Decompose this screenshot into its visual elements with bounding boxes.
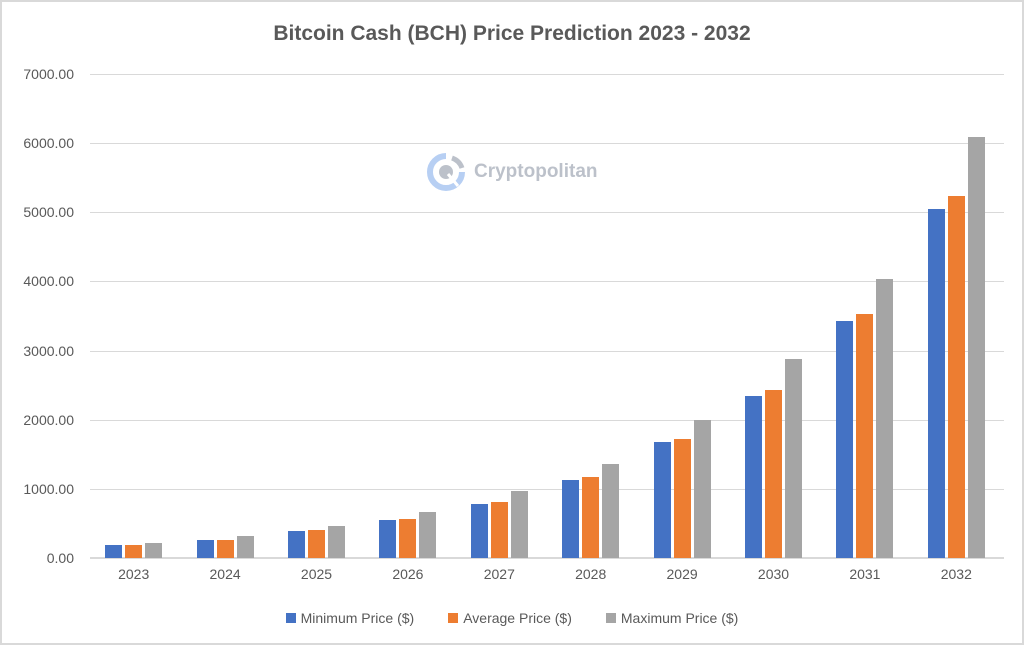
bar — [673, 439, 691, 558]
legend-item: Average Price ($) — [448, 610, 572, 626]
bar — [236, 536, 254, 558]
bar — [653, 442, 671, 558]
gridline — [90, 212, 1004, 214]
bar — [510, 491, 528, 558]
legend: Minimum Price ($) Average Price ($) Maximu… — [2, 610, 1022, 626]
y-tick-label: 7000.00 — [23, 66, 74, 82]
bar — [602, 464, 620, 558]
x-tick-label: 2028 — [575, 566, 607, 582]
bar — [216, 539, 234, 558]
bar — [196, 539, 214, 558]
cryptopolitan-logo-icon — [427, 153, 465, 191]
bar — [288, 531, 305, 558]
legend-swatch-icon — [285, 613, 296, 623]
y-tick-label: 3000.00 — [23, 342, 74, 359]
y-tick-label: 1000.00 — [23, 480, 74, 497]
x-tick-label: 2023 — [118, 566, 150, 582]
gridline — [90, 74, 1004, 75]
bar — [693, 420, 711, 558]
gridline — [90, 281, 1004, 283]
watermark: Cryptopolitan — [426, 152, 598, 192]
bar — [785, 359, 802, 558]
bar — [745, 396, 762, 558]
y-tick-label: 4000.00 — [23, 273, 74, 290]
bar — [582, 477, 600, 558]
legend-label: Maximum Price ($) — [620, 610, 739, 626]
gridline — [90, 143, 1004, 145]
bar — [328, 526, 345, 558]
y-tick-label: 2000.00 — [23, 411, 74, 428]
bar — [765, 390, 782, 558]
bar — [105, 545, 123, 558]
bar — [967, 137, 985, 558]
bar — [490, 502, 508, 558]
bar — [419, 512, 437, 558]
bar — [947, 196, 965, 558]
legend-item: Maximum Price ($) — [605, 610, 739, 626]
legend-label: Average Price ($) — [463, 610, 572, 626]
bar — [399, 518, 417, 558]
bar — [125, 545, 143, 558]
bar — [856, 313, 874, 558]
bar — [470, 504, 488, 558]
gridline — [90, 350, 1004, 352]
x-tick-label: 2029 — [666, 566, 698, 582]
legend-swatch-icon — [448, 613, 459, 623]
y-tick-label: 0.00 — [46, 550, 74, 566]
y-tick-label: 5000.00 — [23, 204, 74, 221]
x-tick-label: 2027 — [483, 566, 515, 582]
watermark-text: Cryptopolitan — [474, 161, 598, 182]
y-tick-label: 6000.00 — [23, 135, 74, 152]
x-tick-label: 2032 — [940, 566, 972, 582]
x-tick-label: 2024 — [209, 566, 241, 582]
bar — [836, 321, 854, 558]
x-tick-label: 2030 — [757, 566, 790, 582]
x-axis-line — [90, 557, 1004, 559]
plot-area: 0.00 1000.00 2000.00 3000.00 4000.00 5000.00 6… — [23, 66, 1004, 582]
bar — [927, 209, 945, 558]
gridline — [90, 419, 1004, 421]
bar — [145, 543, 163, 558]
chart-title: Bitcoin Cash (BCH) Price Prediction 2023… — [273, 22, 751, 45]
x-tick-label: 2026 — [392, 566, 424, 582]
legend-swatch-icon — [605, 613, 616, 623]
bar — [379, 519, 397, 558]
bar — [876, 279, 894, 558]
legend-label: Minimum Price ($) — [300, 610, 415, 626]
bar — [308, 530, 325, 558]
x-tick-label: 2031 — [849, 566, 881, 582]
bar — [562, 480, 580, 558]
x-tick-label: 2025 — [300, 566, 333, 582]
gridline — [90, 488, 1004, 490]
legend-item: Minimum Price ($) — [285, 610, 415, 626]
